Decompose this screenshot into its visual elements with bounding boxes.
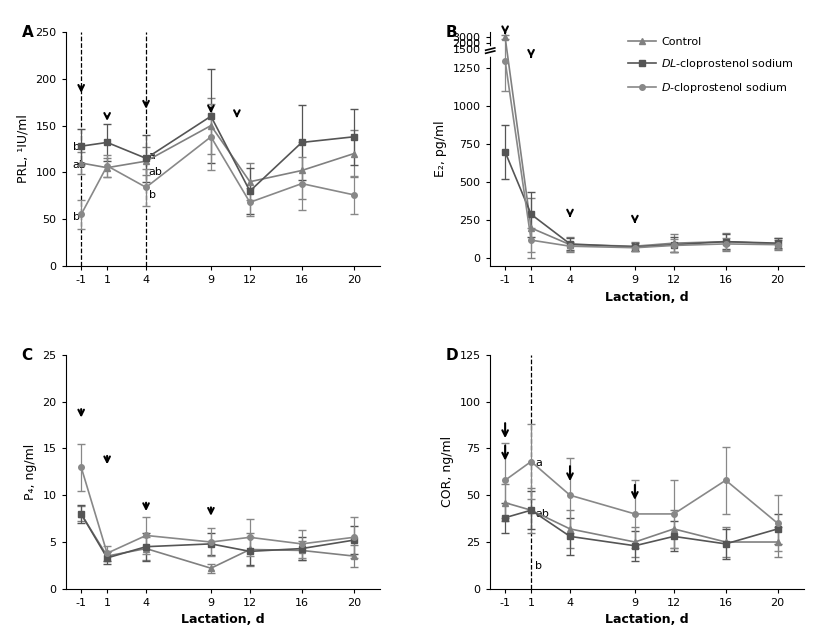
Text: D: D bbox=[445, 348, 458, 363]
Text: ab: ab bbox=[73, 160, 87, 170]
Text: b: b bbox=[534, 561, 541, 572]
X-axis label: Lactation, d: Lactation, d bbox=[604, 613, 688, 627]
Text: B: B bbox=[445, 25, 457, 40]
Text: b: b bbox=[73, 212, 79, 222]
Legend: Control, $\mathit{DL}$-cloprostenol sodium, $\mathit{D}$-cloprostenol sodium: Control, $\mathit{DL}$-cloprostenol sodi… bbox=[622, 33, 797, 100]
Text: ab: ab bbox=[148, 168, 162, 177]
Text: b: b bbox=[148, 190, 156, 200]
Text: C: C bbox=[21, 348, 33, 363]
X-axis label: Lactation, d: Lactation, d bbox=[604, 291, 688, 303]
Text: A: A bbox=[21, 25, 34, 40]
Text: b: b bbox=[73, 142, 79, 152]
X-axis label: Lactation, d: Lactation, d bbox=[180, 613, 264, 627]
Text: ab: ab bbox=[534, 509, 548, 519]
Y-axis label: COR, ng/ml: COR, ng/ml bbox=[441, 436, 453, 508]
Y-axis label: PRL, ¹IU/ml: PRL, ¹IU/ml bbox=[17, 115, 29, 184]
Y-axis label: P₄, ng/ml: P₄, ng/ml bbox=[24, 444, 37, 500]
Text: a: a bbox=[534, 458, 541, 468]
Text: a: a bbox=[148, 152, 156, 161]
Y-axis label: E₂, pg/ml: E₂, pg/ml bbox=[433, 121, 446, 177]
